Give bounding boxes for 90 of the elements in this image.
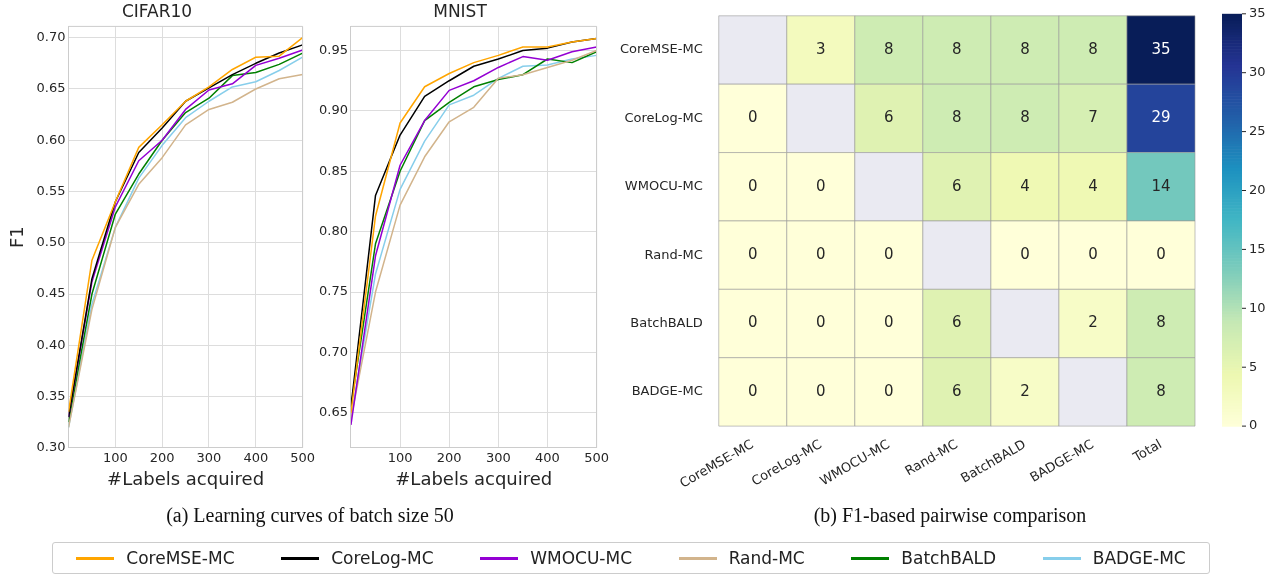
data-label: 2 [1088, 313, 1098, 332]
data-label: 6 [952, 313, 962, 332]
color-bar-label: 5 [1249, 358, 1258, 374]
data-label: 0 [884, 381, 894, 400]
data-label: 0 [748, 313, 758, 332]
x-tick-label: Total [1129, 436, 1165, 466]
x-axis-title: #Labels acquired [395, 467, 553, 489]
x-tick-label: 100 [102, 449, 128, 465]
data-label: 0 [1156, 245, 1166, 264]
data-label: 0 [1020, 245, 1030, 264]
data-label: 8 [1020, 39, 1030, 58]
data-label: 3 [816, 39, 826, 58]
data-label: 8 [952, 108, 962, 127]
color-bar-label: 25 [1249, 122, 1265, 138]
color-bar-label: 15 [1249, 240, 1265, 256]
y-tick-label: 0.30 [36, 439, 66, 455]
x-tick-label: 400 [243, 449, 269, 465]
data-label: 35 [1151, 39, 1171, 58]
x-tick-label: 400 [535, 449, 560, 465]
data-label: 4 [1020, 176, 1030, 195]
y-tick-label: 0.55 [36, 182, 66, 198]
x-tick-label: 200 [436, 449, 462, 465]
y-tick-label: 0.95 [318, 41, 348, 57]
data-label: 4 [1088, 176, 1098, 195]
y-tick-label: CoreMSE-MC [619, 41, 703, 57]
y-tick-label: CoreLog-MC [624, 109, 703, 125]
x-tick-label: 500 [290, 449, 316, 465]
x-tick-label: 100 [387, 449, 413, 465]
data-label: 29 [1151, 108, 1171, 127]
legend-label: BADGE-MC [1092, 548, 1186, 568]
legend-label: BatchBALD [901, 548, 997, 568]
y-axis-title: F1 [6, 226, 28, 249]
data-label: 2 [1020, 381, 1030, 400]
data-label: 0 [748, 381, 758, 400]
text: (a) Learning curves of batch size 50 [165, 504, 455, 527]
x-tick-label: 300 [485, 449, 511, 465]
data-label: 6 [952, 176, 962, 195]
y-tick-label: 0.60 [36, 131, 66, 147]
legend-label: CoreLog-MC [331, 548, 434, 568]
data-label: 14 [1151, 176, 1171, 195]
data-label: 0 [748, 245, 758, 264]
chart-title: MNIST [433, 0, 488, 21]
data-label: 8 [1088, 39, 1098, 58]
y-tick-label: BADGE-MC [631, 383, 703, 399]
data-label: 0 [884, 313, 894, 332]
y-tick-label: 0.70 [318, 343, 348, 359]
x-tick-label: 200 [149, 449, 175, 465]
data-label: 7 [1088, 108, 1098, 127]
legend-label: CoreMSE-MC [126, 548, 235, 568]
data-label: 8 [1020, 108, 1030, 127]
y-tick-label: 0.50 [36, 234, 66, 250]
data-label: 0 [748, 176, 758, 195]
data-label: 0 [816, 245, 826, 264]
legend-label: Rand-MC [728, 548, 805, 568]
x-axis-title: #Labels acquired [107, 467, 265, 489]
color-bar-label: 35 [1249, 5, 1265, 21]
data-label: 0 [748, 108, 758, 127]
y-tick-label: 0.65 [36, 80, 66, 96]
data-label: 8 [1156, 381, 1166, 400]
y-tick-label: 0.80 [318, 223, 348, 239]
y-tick-label: 0.45 [36, 285, 66, 301]
x-tick-label: 300 [196, 449, 222, 465]
x-tick-label: 500 [584, 449, 610, 465]
data-label: 0 [816, 313, 826, 332]
legend-label: WMOCU-MC [530, 548, 633, 568]
data-label: 6 [952, 381, 962, 400]
data-label: 0 [884, 245, 894, 264]
chart-title: CIFAR10 [121, 0, 193, 21]
data-label: 8 [884, 39, 894, 58]
color-bar-label: 20 [1249, 181, 1265, 197]
data-label: 0 [816, 381, 826, 400]
y-tick-label: 0.40 [36, 336, 66, 352]
y-tick-label: Rand-MC [644, 246, 703, 262]
y-tick-label: 0.35 [36, 387, 66, 403]
data-label: 8 [952, 39, 962, 58]
data-label: 6 [884, 108, 894, 127]
y-tick-label: 0.70 [36, 29, 66, 45]
y-tick-label: 0.90 [318, 102, 348, 118]
data-label: 8 [1156, 313, 1166, 332]
color-bar-label: 0 [1249, 417, 1258, 433]
color-bar-label: 30 [1249, 64, 1265, 80]
data-label: 0 [1088, 245, 1098, 264]
y-tick-label: 0.85 [318, 162, 348, 178]
y-tick-label: 0.75 [318, 283, 348, 299]
data-label: 0 [816, 176, 826, 195]
color-bar-label: 10 [1249, 299, 1265, 315]
y-tick-label: WMOCU-MC [624, 178, 703, 194]
y-tick-label: 0.65 [318, 404, 348, 420]
y-tick-label: BatchBALD [630, 314, 703, 330]
text: (b) F1-based pairwise comparison [812, 504, 1088, 527]
